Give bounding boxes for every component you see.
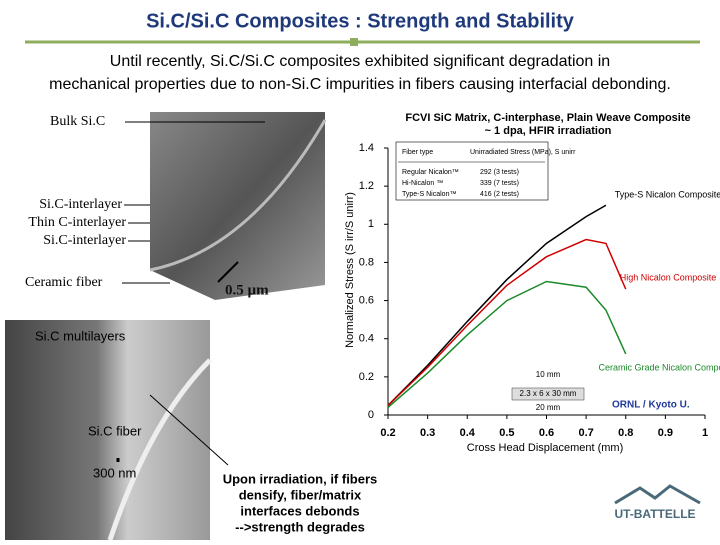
micrograph-top: [150, 112, 325, 300]
micrograph-label: Si.C fiber: [88, 423, 142, 438]
note-line: densify, fiber/matrix: [239, 487, 362, 502]
table-cell: 416 (2 tests): [480, 191, 519, 198]
fiber-edge: [149, 119, 327, 272]
micrograph-label: Bulk Si.C: [50, 114, 105, 129]
scale-label: 300 nm: [93, 465, 136, 480]
series-label: Type-S Nicalon Composite: [615, 189, 720, 199]
table-header: Fiber type: [402, 149, 433, 156]
table-cell: Hi-Nicalon ™: [402, 180, 443, 187]
table-box: [395, 141, 549, 201]
intro-line: Until recently, Si.C/Si.C composites exh…: [110, 53, 610, 70]
x-tick-label: 0.3: [420, 427, 435, 439]
x-tick-label: 0.6: [539, 427, 554, 439]
x-tick-label: 0.7: [578, 427, 593, 439]
fiber-edge: [107, 358, 212, 541]
y-tick-label: 1: [368, 218, 374, 230]
y-tick-label: 0: [368, 409, 374, 421]
line-series: [387, 280, 627, 408]
logo-mark: [614, 484, 701, 505]
annotation: 10 mm: [536, 370, 561, 379]
rule-marker: [350, 38, 358, 46]
micrograph-label: Thin C-interlayer: [28, 215, 126, 230]
micrograph-bottom: [5, 320, 210, 540]
table-cell: Regular Nicalon™: [402, 169, 459, 176]
y-tick-label: 0.2: [359, 371, 374, 383]
specimen: [511, 387, 585, 401]
line-series: [387, 238, 627, 407]
x-tick-label: 0.9: [658, 427, 673, 439]
note-line: -->strength degrades: [235, 519, 365, 534]
micrograph-label: Ceramic fiber: [25, 275, 103, 290]
x-axis-label: Cross Head Displacement (mm): [467, 442, 623, 454]
chart-title: FCVI SiC Matrix, C-interphase, Plain Wea…: [405, 112, 690, 124]
scale-bar: [217, 261, 239, 283]
annotation: 20 mm: [536, 403, 561, 412]
annotation: ORNL / Kyoto U.: [612, 400, 690, 411]
line-series: [387, 204, 607, 406]
annotation: 2.3 x 6 x 30 mm: [520, 389, 577, 398]
series-label: Ceramic Grade Nicalon Composite: [598, 362, 720, 372]
logo: UT-BATTELLE: [614, 507, 695, 521]
x-tick-label: 0.5: [499, 427, 514, 439]
y-tick-label: 0.6: [359, 294, 374, 306]
x-tick-label: 0.2: [380, 427, 395, 439]
chart-subtitle: ~ 1 dpa, HFIR irradiation: [485, 125, 612, 137]
series-label: High Nicalon Composite: [620, 272, 717, 282]
note-line: Upon irradiation, if fibers: [223, 471, 378, 486]
x-tick-label: 0.8: [618, 427, 633, 439]
table-cell: 292 (3 tests): [480, 169, 519, 176]
micrograph-label: Si.C-interlayer: [43, 233, 126, 248]
y-tick-label: 1.2: [359, 180, 374, 192]
note-line: interfaces debonds: [240, 503, 359, 518]
scale-label: 0.5 µm: [225, 282, 269, 298]
y-axis-label: Normalized Stress (S irr/S unirr): [344, 192, 356, 348]
title: Si.C/Si.C Composites : Strength and Stab…: [146, 10, 575, 32]
table-header: Unirradiated Stress (MPa), S unirr: [470, 149, 576, 156]
pointer: [149, 394, 229, 466]
micrograph-label: Si.C multilayers: [35, 328, 126, 343]
intro-line: mechanical properties due to non-Si.C im…: [49, 76, 671, 93]
chart: FCVI SiC Matrix, C-interphase, Plain Wea…: [344, 112, 720, 454]
table-cell: 339 (7 tests): [480, 180, 519, 187]
micrograph-label: Si.C-interlayer: [39, 197, 122, 212]
y-tick-label: 1.4: [359, 142, 374, 154]
y-tick-label: 0.4: [359, 333, 374, 345]
x-tick-label: 0.4: [460, 427, 476, 439]
table-cell: Type-S Nicalon™: [402, 191, 456, 198]
y-tick-label: 0.8: [359, 256, 374, 268]
x-tick-label: 1: [702, 427, 708, 439]
